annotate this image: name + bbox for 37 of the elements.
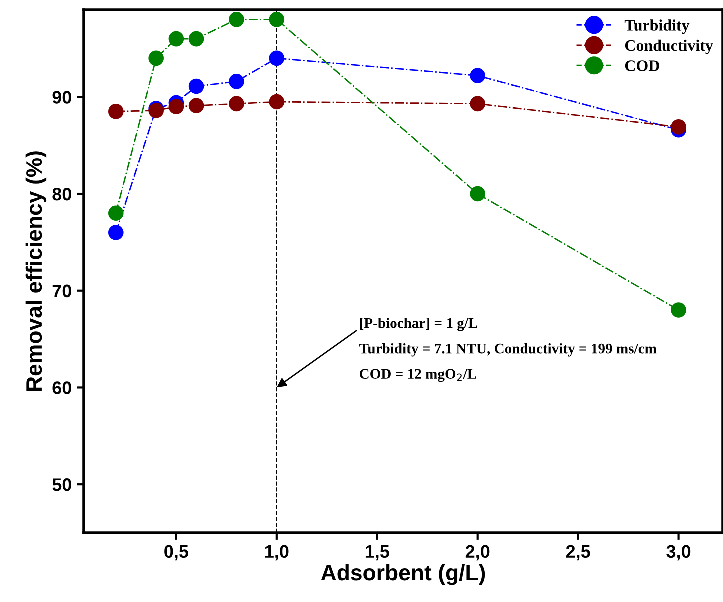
x-tick-label: 1,5 (366, 545, 390, 561)
point (229, 96, 244, 112)
point (188, 98, 204, 114)
point (168, 99, 184, 114)
point (269, 12, 285, 28)
point (188, 31, 204, 47)
point (269, 50, 285, 66)
point (148, 50, 164, 66)
point (168, 31, 184, 47)
point (108, 104, 124, 120)
point (671, 302, 686, 318)
annotation: [P-biochar] = 1 g/L Turbidity = 7.1 NTU, Conductivity = 199 ms/cm COD = 12 mgO$_{2}$/L (360, 318, 657, 382)
y-tick-label: 60 (52, 382, 72, 394)
point (229, 74, 244, 90)
point (108, 206, 124, 222)
legend-label: Conductivity (625, 40, 714, 54)
x-tick-label: 0,5 (164, 545, 188, 561)
point (671, 120, 686, 135)
legend-label: COD (625, 60, 660, 72)
x-tick-label: 1,0 (265, 545, 289, 561)
point (470, 96, 486, 112)
legend-label: Turbidity (624, 20, 690, 34)
y-tick-label: 90 (52, 91, 72, 104)
point (470, 68, 486, 84)
x-tick-label: 2,5 (566, 545, 590, 561)
x-axis-title: Adsorbent (g/L) (321, 564, 486, 586)
y-axis-title: Removal efficiency (%) (26, 152, 47, 392)
point (229, 12, 244, 28)
y-tick-label: 50 (52, 478, 72, 492)
point (108, 225, 124, 240)
x-tick-label: 3,0 (666, 545, 691, 561)
y-tick-label: 70 (52, 284, 72, 298)
point (269, 94, 285, 110)
point (188, 78, 204, 94)
point (470, 186, 486, 202)
y-tick-label: 80 (52, 188, 72, 201)
x-tick-label: 2,0 (466, 545, 490, 561)
